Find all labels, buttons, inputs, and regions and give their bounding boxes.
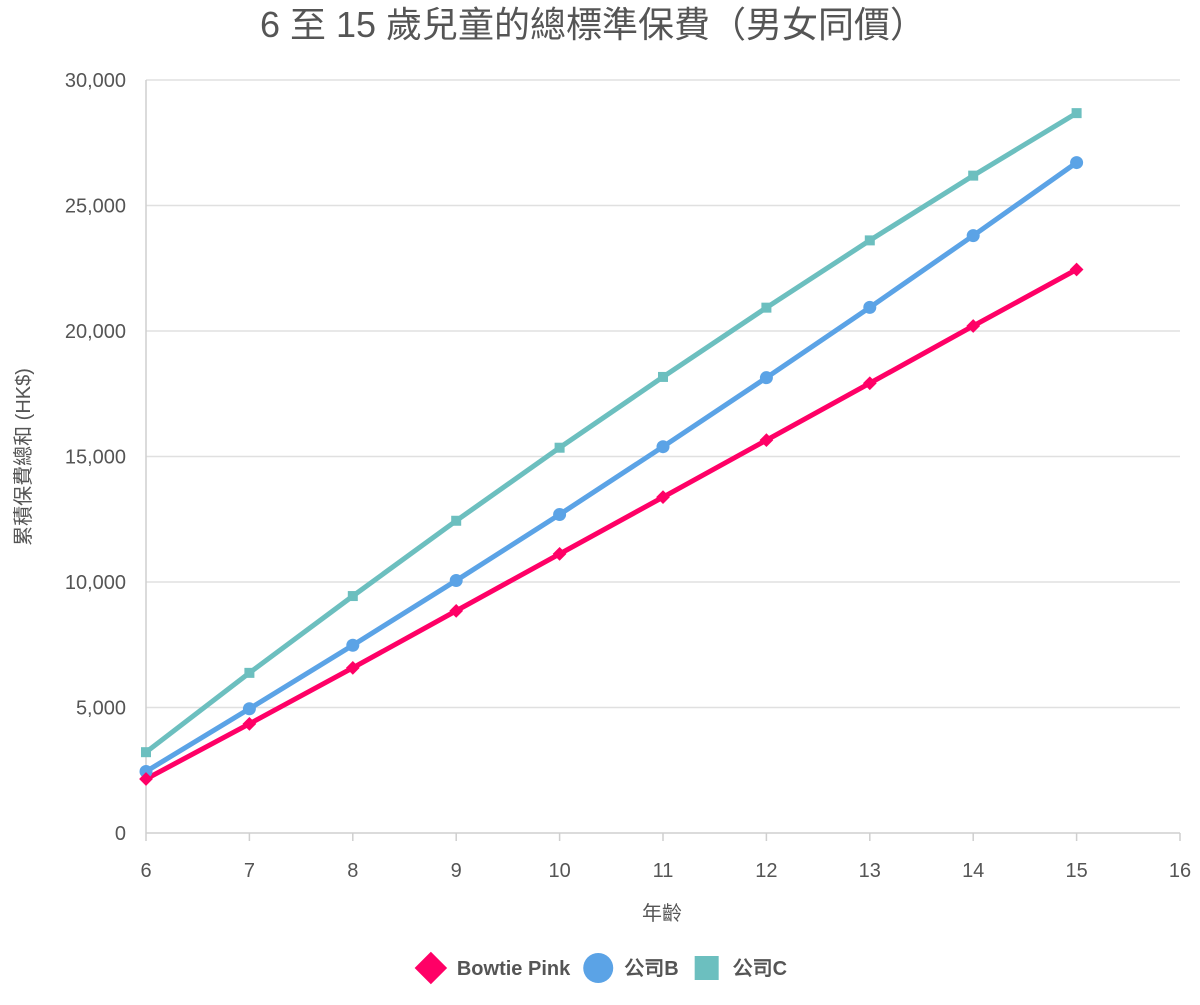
x-axis-label: 年齡 (642, 902, 682, 925)
legend-label: 公司C (733, 957, 787, 980)
data-point (141, 747, 151, 758)
data-point (242, 702, 256, 716)
data-point (656, 490, 670, 505)
gridlines (146, 79, 1180, 709)
axes: 0 5,000 10,000 15,000 20,000 25,000 30,000 6 7 8 9… (65, 70, 1191, 882)
x-tick-label: 14 (962, 860, 984, 882)
legend-item[interactable]: 公司B (583, 953, 679, 983)
legend-label: 公司B (624, 957, 678, 980)
x-tick-label: 13 (859, 860, 881, 882)
data-point (658, 371, 668, 382)
series-lines (143, 110, 1080, 782)
series-line-0 (143, 267, 1080, 782)
series-markers (139, 108, 1084, 786)
data-point (242, 716, 257, 731)
data-point (864, 235, 875, 246)
y-tick-label: 10,000 (65, 572, 126, 594)
data-point (449, 603, 464, 618)
data-point (759, 371, 773, 385)
data-point (345, 660, 360, 675)
series-markers-0 (139, 262, 1084, 786)
chart-title: 6 至 15 歲兒童的總標準保費（男女同價） (260, 4, 926, 45)
series-line-1 (143, 160, 1080, 775)
data-point (347, 591, 358, 602)
data-point (449, 573, 463, 587)
series-markers-1 (139, 156, 1084, 779)
data-point (554, 442, 565, 453)
data-point (966, 319, 981, 333)
data-point (552, 547, 567, 561)
x-tick-label: 12 (755, 860, 777, 882)
data-point (968, 170, 979, 181)
data-point (759, 433, 774, 448)
data-point (863, 300, 877, 314)
series-line-2 (143, 110, 1080, 755)
y-tick-label: 20,000 (65, 321, 126, 343)
data-point (346, 638, 360, 652)
data-point (553, 507, 567, 521)
legend-label: Bowtie Pink (457, 958, 571, 980)
data-point (862, 376, 877, 391)
data-point (966, 229, 980, 243)
y-tick-label: 0 (115, 823, 126, 845)
data-point (1070, 156, 1084, 170)
x-tick-label: 15 (1065, 860, 1087, 882)
legend-marker (583, 953, 614, 983)
x-tick-label: 9 (451, 860, 462, 882)
data-point (1071, 108, 1082, 119)
legend-item[interactable]: 公司C (694, 956, 787, 980)
x-tick-label: 10 (548, 860, 570, 882)
data-point (656, 440, 670, 454)
legend-marker (694, 956, 719, 980)
y-tick-label: 25,000 (65, 196, 126, 218)
y-tick-label: 30,000 (65, 70, 126, 92)
y-tick-label: 5,000 (76, 698, 126, 720)
legend: Bowtie Pink 公司B 公司C (414, 951, 787, 985)
data-point (1069, 262, 1084, 277)
y-tick-label: 15,000 (65, 447, 126, 469)
x-tick-label: 7 (244, 860, 255, 882)
legend-marker (414, 951, 448, 985)
x-tick-label: 16 (1169, 860, 1191, 882)
legend-item[interactable]: Bowtie Pink (414, 951, 571, 985)
series-markers-2 (141, 108, 1082, 758)
data-point (139, 772, 153, 786)
x-tick-label: 8 (347, 860, 358, 882)
data-point (139, 765, 153, 779)
data-point (451, 515, 462, 526)
y-axis-label: 累積保費總和 (HK$) (12, 368, 35, 546)
x-tick-label: 6 (140, 860, 151, 882)
x-tick-label: 11 (653, 860, 674, 882)
data-point (761, 302, 772, 313)
data-point (244, 667, 255, 678)
